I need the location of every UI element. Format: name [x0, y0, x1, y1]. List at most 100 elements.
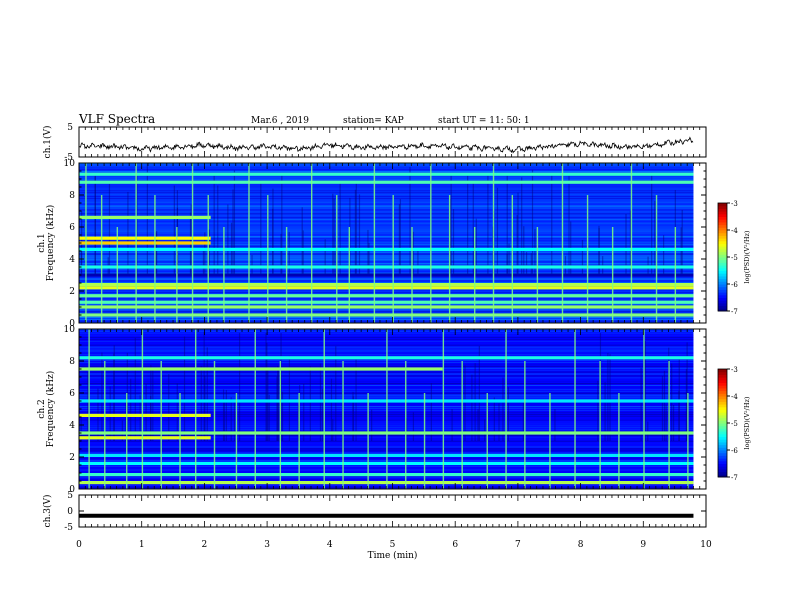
- spectrogram-ch2-band: [79, 413, 211, 417]
- waveform-ch1-content: [78, 136, 694, 154]
- spectrogram-ch2-impulse: [442, 329, 445, 489]
- spectrogram-ch1-impulse: [655, 195, 658, 323]
- spectrogram-ch1-impulse: [285, 227, 288, 323]
- colorbar-segment-ch2: [718, 385, 727, 389]
- colorbar-segment-ch2: [718, 414, 727, 419]
- y-tick-label: 8: [69, 191, 75, 201]
- spectrogram-ch1-gap: [355, 183, 357, 275]
- spectrogram-ch1-impulse: [310, 163, 313, 323]
- spectrogram-ch2-gap: [412, 412, 414, 441]
- spectrogram-ch2-gap: [152, 369, 154, 441]
- spectrogram-ch2-gap: [498, 403, 500, 441]
- spectrogram-ch1-gap: [417, 250, 419, 275]
- colorbar-segment-ch1: [718, 267, 727, 271]
- colorbar-segment-ch1: [718, 240, 727, 244]
- spectrogram-ch2-gap: [168, 374, 170, 441]
- spectrogram-ch1-gap: [475, 218, 477, 275]
- spectrogram-ch2-gap: [266, 342, 268, 441]
- spectrogram-ch2-gap: [522, 400, 524, 441]
- spectrogram-ch1-gap: [525, 252, 528, 275]
- spectrogram-ch1-streak: [79, 276, 694, 278]
- colorbar-segment-ch2: [718, 463, 727, 467]
- spectrogram-ch1-streak: [79, 194, 694, 196]
- colorbar-segment-ch2: [718, 428, 727, 432]
- spectrogram-ch1-impulse: [85, 163, 87, 323]
- spectrogram-ch1-streak: [79, 253, 694, 255]
- spectrogram-ch2-gap: [406, 418, 408, 441]
- spectrogram-ch1-gap: [213, 174, 215, 275]
- channel-label-ch2: ch.2: [37, 399, 47, 418]
- y-tick-label: 4: [69, 255, 75, 265]
- spectrogram-ch1-gap: [94, 176, 96, 275]
- x-tick-label: 9: [640, 540, 646, 550]
- spectrogram-ch1-band: [79, 172, 694, 176]
- spectrogram-ch1-gap: [467, 173, 469, 275]
- spectrogram-ch1-impulse: [116, 227, 119, 323]
- colorbar-segment-ch2: [718, 447, 727, 451]
- spectrogram-ch1-band: [79, 313, 694, 317]
- figure-title: VLF Spectra: [78, 112, 155, 126]
- y-axis-label-ch3: ch.3(V): [42, 495, 53, 528]
- colorbar-tick-label-ch1: -7: [731, 308, 738, 316]
- spectrogram-ch1-impulse: [411, 227, 413, 323]
- spectrogram-ch2-impulse: [687, 393, 689, 489]
- y-tick-label: 0: [69, 485, 75, 495]
- spectrogram-ch1-streak: [79, 230, 694, 232]
- colorbar-label-ch1: log(PSD)(V²/Hz): [743, 230, 751, 283]
- channel-label-ch1: ch.1: [37, 233, 47, 252]
- spectrogram-ch1-streak: [79, 207, 694, 209]
- spectrogram-ch2-gap: [280, 333, 282, 441]
- spectrogram-ch1-streak: [79, 234, 694, 236]
- spectrogram-ch1-impulse: [154, 195, 156, 323]
- spectrogram-ch2-gap: [477, 409, 479, 441]
- spectrogram-ch1-streak: [79, 215, 694, 217]
- spectrogram-ch1-gap: [354, 189, 356, 275]
- spectrogram-ch1-band: [79, 247, 694, 251]
- spectrogram-ch1-streak: [79, 297, 694, 299]
- spectrogram-ch1-impulse: [373, 163, 376, 323]
- spectrogram-ch1-impulse: [336, 195, 338, 323]
- colorbar-segment-ch1: [718, 284, 727, 288]
- colorbar-segment-ch2: [718, 450, 727, 454]
- spectrogram-ch1-impulse: [492, 163, 495, 323]
- spectrogram-ch2-gap: [130, 378, 132, 441]
- y-tick-label: 6: [69, 223, 75, 233]
- colorbar-segment-ch2: [718, 379, 727, 383]
- spectrogram-ch1-band: [79, 294, 694, 298]
- colorbar-segment-ch1: [718, 232, 727, 236]
- colorbar-segment-ch2: [718, 409, 727, 413]
- spectrogram-ch2-gap: [80, 415, 82, 441]
- spectrogram-ch2-gap: [206, 347, 208, 441]
- spectrogram-ch2-gap: [238, 332, 241, 441]
- spectrogram-ch2-impulse: [574, 329, 576, 489]
- spectrogram-ch1-gap: [551, 174, 553, 275]
- spectrogram-ch1-streak: [79, 272, 694, 274]
- spectrogram-ch2-gap: [464, 365, 466, 441]
- spectrogram-ch1-streak: [79, 251, 694, 253]
- spectrogram-ch2-gap: [139, 395, 141, 441]
- spectrogram-ch2-impulse: [549, 393, 551, 489]
- spectrogram-ch2-gap: [321, 388, 324, 441]
- spectrogram-ch1-streak: [79, 290, 694, 292]
- colorbar-segment-ch2: [718, 455, 727, 459]
- colorbar-segment-ch2: [718, 417, 727, 421]
- colorbar-tick-label-ch1: -6: [731, 281, 738, 289]
- spectrogram-ch1-content: [78, 162, 707, 324]
- spectrogram-ch1-gap: [156, 231, 158, 275]
- spectrogram-ch1-gap: [625, 213, 627, 275]
- spectrogram-ch1-gap: [136, 174, 138, 275]
- spectrogram-ch1-gap: [598, 228, 600, 275]
- spectrogram-ch1-gap: [155, 232, 157, 275]
- colorbar-segment-ch2: [718, 458, 727, 462]
- spectrogram-ch1-gap: [272, 188, 274, 275]
- spectrogram-ch2-gap: [230, 397, 232, 441]
- spectrogram-ch1-gap: [398, 204, 401, 275]
- colorbar-segment-ch1: [718, 205, 727, 209]
- spectrogram-ch2-gap: [678, 356, 680, 441]
- colorbar-tick-label-ch1: -3: [731, 200, 738, 208]
- colorbar-segment-ch2: [718, 371, 727, 375]
- spectrogram-ch2-gap: [309, 366, 311, 441]
- y-tick-label: 6: [69, 389, 75, 399]
- spectrogram-ch1-streak: [79, 203, 694, 205]
